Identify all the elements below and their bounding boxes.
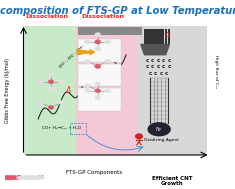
- Text: c: c: [168, 64, 171, 69]
- Circle shape: [95, 64, 101, 68]
- Text: Fe: Fe: [156, 127, 162, 132]
- Circle shape: [105, 59, 111, 64]
- Circle shape: [85, 59, 91, 64]
- Text: c: c: [165, 71, 168, 76]
- Circle shape: [105, 40, 111, 44]
- Text: c: c: [151, 64, 154, 69]
- Text: Dissociation: Dissociation: [25, 14, 68, 19]
- Text: Dissociation: Dissociation: [81, 14, 124, 19]
- Circle shape: [85, 84, 90, 88]
- Text: c: c: [151, 58, 154, 63]
- Text: c: c: [168, 58, 171, 63]
- Text: c: c: [162, 58, 165, 63]
- FancyBboxPatch shape: [150, 29, 153, 44]
- Circle shape: [48, 80, 54, 84]
- FancyBboxPatch shape: [162, 29, 164, 44]
- FancyBboxPatch shape: [168, 29, 170, 44]
- Text: FTS-GP Components: FTS-GP Components: [66, 170, 122, 175]
- Text: Oxidizing Agent: Oxidizing Agent: [145, 138, 180, 142]
- Text: CO+ H₂→C₀₀ + H₂O: CO+ H₂→C₀₀ + H₂O: [42, 126, 81, 130]
- FancyBboxPatch shape: [147, 29, 150, 44]
- FancyBboxPatch shape: [78, 39, 121, 62]
- FancyBboxPatch shape: [156, 29, 159, 44]
- Circle shape: [16, 175, 45, 180]
- Circle shape: [48, 87, 54, 91]
- FancyBboxPatch shape: [137, 26, 207, 155]
- Polygon shape: [141, 44, 169, 55]
- FancyBboxPatch shape: [78, 88, 121, 111]
- Text: C: C: [16, 175, 21, 180]
- Text: Decomposition of FTS-GP at Low Temperatures: Decomposition of FTS-GP at Low Temperatu…: [0, 6, 235, 16]
- Circle shape: [58, 80, 64, 84]
- Text: c: c: [162, 64, 165, 69]
- Circle shape: [0, 175, 22, 180]
- Text: H: H: [39, 175, 43, 180]
- FancyBboxPatch shape: [24, 26, 76, 155]
- Text: c: c: [157, 58, 160, 63]
- Ellipse shape: [148, 123, 170, 136]
- Circle shape: [95, 89, 101, 93]
- Circle shape: [85, 40, 91, 44]
- FancyBboxPatch shape: [78, 27, 142, 36]
- Text: c: c: [148, 71, 152, 76]
- Circle shape: [95, 40, 101, 44]
- FancyBboxPatch shape: [145, 29, 147, 44]
- Circle shape: [48, 73, 54, 77]
- FancyBboxPatch shape: [153, 29, 156, 44]
- Text: c: c: [146, 64, 149, 69]
- Circle shape: [38, 101, 44, 105]
- FancyBboxPatch shape: [159, 29, 161, 44]
- Text: High flux of C₀₀: High flux of C₀₀: [214, 55, 218, 88]
- Text: Δ: Δ: [165, 32, 169, 38]
- Text: c: c: [157, 64, 160, 69]
- Text: $CH_3\cdot,CH_2\cdot,CH_5\cdot$: $CH_3\cdot,CH_2\cdot,CH_5\cdot$: [56, 42, 88, 71]
- Circle shape: [95, 96, 101, 100]
- Text: c: c: [159, 71, 163, 76]
- FancyBboxPatch shape: [165, 29, 168, 44]
- Circle shape: [95, 82, 101, 86]
- Circle shape: [105, 89, 111, 93]
- Circle shape: [95, 47, 101, 51]
- Text: Efficient CNT
Growth: Efficient CNT Growth: [152, 176, 192, 186]
- Circle shape: [38, 80, 44, 84]
- Circle shape: [58, 101, 64, 105]
- Circle shape: [95, 33, 101, 37]
- Circle shape: [48, 105, 54, 109]
- Text: Δ: Δ: [66, 86, 71, 95]
- Text: c: c: [154, 71, 157, 76]
- Text: c: c: [146, 58, 149, 63]
- FancyBboxPatch shape: [76, 26, 137, 155]
- Text: Gibbs Free Energy (kJ/mol): Gibbs Free Energy (kJ/mol): [4, 58, 9, 123]
- FancyBboxPatch shape: [78, 64, 121, 86]
- Circle shape: [85, 89, 90, 93]
- Circle shape: [136, 134, 142, 139]
